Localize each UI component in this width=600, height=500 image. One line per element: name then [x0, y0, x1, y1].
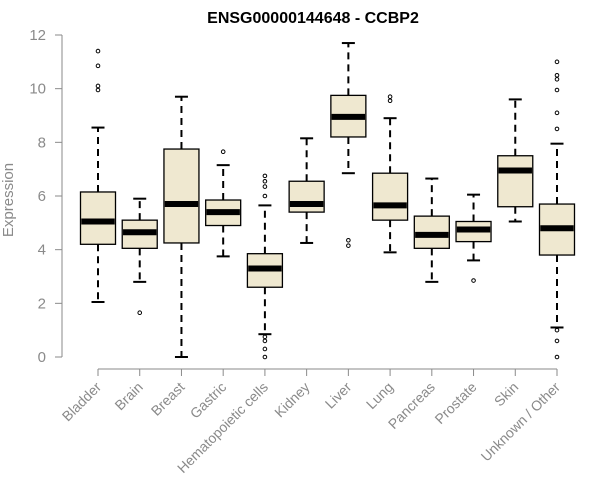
outlier-point [137, 310, 143, 316]
box-kidney [288, 137, 325, 244]
outlier-point [554, 327, 560, 333]
outlier-point [346, 237, 351, 243]
box-breast [163, 95, 200, 358]
y-axis-ticks: 0 2 4 6 8 10 12 [29, 27, 62, 366]
outlier-point [554, 72, 560, 78]
outlier-point [95, 48, 101, 54]
outlier-point [554, 126, 560, 132]
outlier-point [95, 83, 101, 89]
outlier-point [554, 338, 560, 344]
outlier-point [262, 173, 268, 179]
outlier-point [262, 193, 268, 199]
outlier-point [554, 87, 560, 93]
outlier-point [471, 278, 476, 283]
y-tick-label: 8 [38, 134, 46, 151]
box-skin [497, 98, 534, 223]
outlier-point [554, 110, 560, 116]
outlier-point [554, 59, 560, 65]
outlier-point [262, 184, 268, 189]
iqr-box [79, 191, 117, 245]
x-tick-label: Prostate [431, 379, 479, 427]
outlier-point [262, 178, 268, 184]
y-tick-label: 6 [38, 188, 46, 205]
box-prostate [455, 193, 492, 283]
x-tick-label: Brain [111, 379, 145, 413]
outlier-point [95, 87, 101, 93]
outlier-point [220, 149, 226, 155]
box-series [79, 42, 576, 360]
outlier-point [262, 346, 268, 352]
outlier-point [262, 338, 268, 344]
box-liver [330, 42, 367, 248]
box-bladder [79, 48, 117, 303]
y-tick-label: 4 [38, 242, 46, 259]
iqr-box [163, 148, 200, 244]
chart-title: ENSG00000144648 - CCBP2 [207, 10, 419, 27]
x-tick-label: Lung [363, 379, 396, 412]
outlier-point [387, 98, 393, 104]
outlier-point [346, 243, 351, 248]
y-axis-label: Expression [0, 163, 17, 237]
box-gastric [205, 149, 242, 258]
x-tick-label: Kidney [271, 379, 313, 421]
outlier-point [95, 63, 101, 69]
y-tick-label: 10 [29, 81, 46, 98]
y-tick-label: 12 [29, 27, 46, 44]
outlier-point [387, 94, 393, 100]
x-tick-label: Unknown / Other [478, 379, 564, 465]
iqr-box [288, 180, 325, 213]
x-tick-label: Breast [148, 379, 188, 419]
outlier-point [262, 354, 268, 360]
outlier-point [262, 334, 268, 340]
box-lung [371, 94, 409, 254]
box-hematopoietic-cells [246, 173, 284, 360]
y-tick-label: 0 [38, 349, 46, 366]
x-tick-label: Bladder [59, 379, 105, 425]
iqr-box [497, 155, 534, 208]
box-unknown-other [538, 59, 576, 360]
iqr-box [371, 172, 409, 221]
box-pancreas [413, 177, 450, 283]
x-tick-label: Skin [491, 379, 522, 410]
outlier-point [554, 76, 560, 82]
x-tick-label: Liver [322, 379, 355, 412]
outlier-point [554, 354, 560, 360]
box-brain [121, 197, 158, 316]
y-tick-label: 2 [38, 295, 46, 312]
